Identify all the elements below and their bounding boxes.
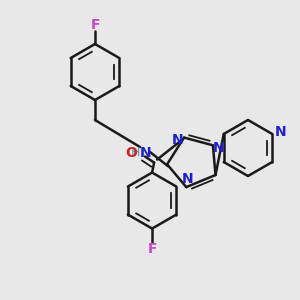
Text: F: F: [90, 18, 100, 32]
Text: O: O: [125, 146, 137, 160]
Text: F: F: [147, 242, 157, 256]
Text: N: N: [213, 141, 225, 155]
Text: N: N: [140, 146, 152, 160]
Text: N: N: [274, 125, 286, 139]
Text: H: H: [130, 146, 140, 160]
Text: N: N: [182, 172, 193, 186]
Text: N: N: [171, 133, 183, 147]
